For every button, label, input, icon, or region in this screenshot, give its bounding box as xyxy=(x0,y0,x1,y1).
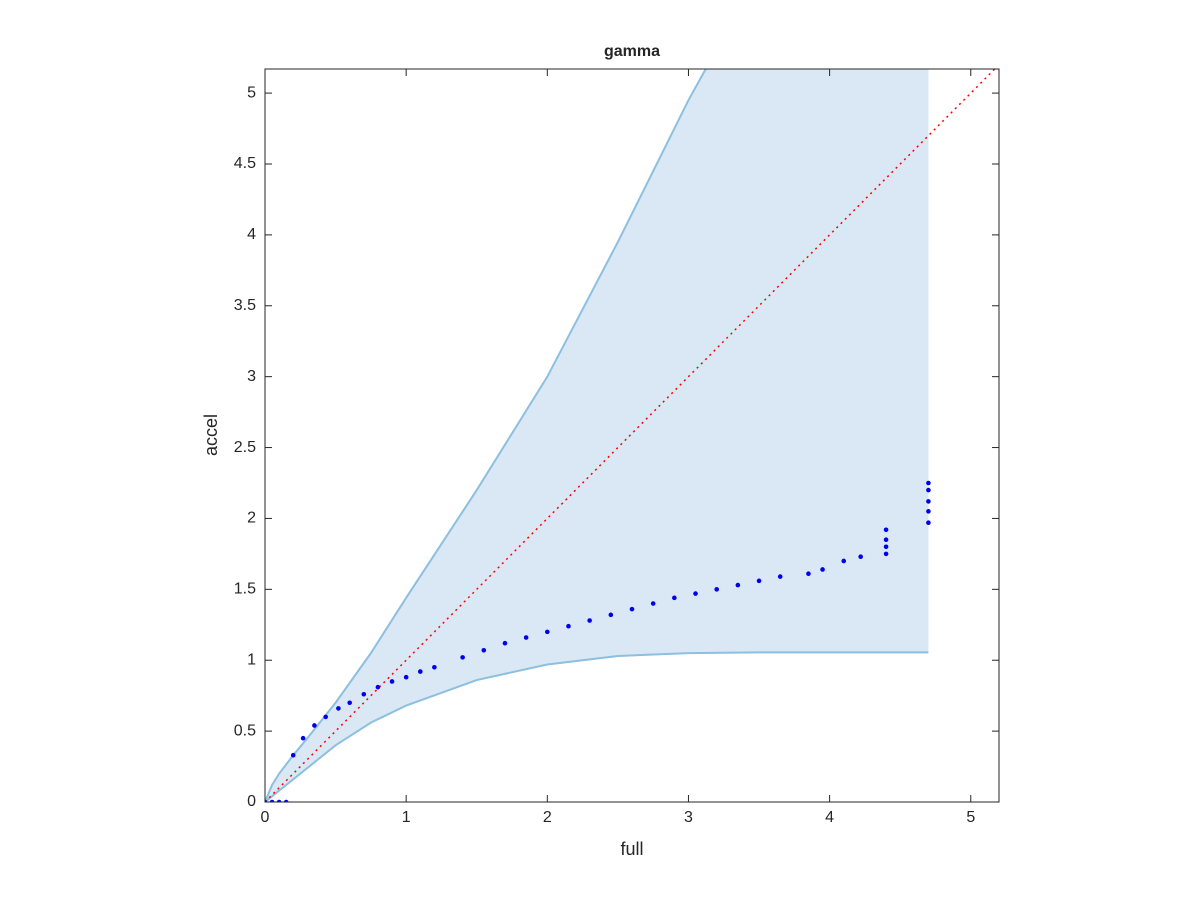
y-tick-label: 1.5 xyxy=(234,581,256,598)
scatter-point xyxy=(389,679,395,684)
y-axis-label: accel xyxy=(201,414,221,456)
scatter-point xyxy=(926,487,931,493)
y-tick-label: 0.5 xyxy=(234,722,256,739)
scatter-point xyxy=(883,551,889,557)
scatter-point xyxy=(883,544,889,550)
scatter-point xyxy=(375,684,381,690)
scatter-point xyxy=(926,509,931,514)
scatter-point xyxy=(756,578,762,584)
scatter-point xyxy=(566,623,571,629)
y-tick-label: 1 xyxy=(247,651,256,668)
band-fill xyxy=(265,69,929,802)
scatter-point xyxy=(841,558,847,564)
y-tick-label: 4.5 xyxy=(234,155,256,172)
scatter-point xyxy=(926,480,931,486)
scatter-point xyxy=(312,723,317,728)
scatter-point xyxy=(587,618,592,623)
axes-box xyxy=(264,68,1000,803)
x-axis-label: full xyxy=(620,839,643,859)
plot-area xyxy=(265,69,996,802)
scatter-point xyxy=(269,799,275,802)
scatter-point xyxy=(502,640,508,646)
scatter-point xyxy=(545,629,550,635)
scatter-point xyxy=(265,799,268,802)
chart-title: gamma xyxy=(604,43,660,60)
scatter-point xyxy=(777,574,783,579)
y-tick-label: 2 xyxy=(247,510,256,527)
scatter-point xyxy=(361,691,367,697)
scatter-point xyxy=(290,752,296,758)
scatter-point xyxy=(608,612,614,618)
scatter-point xyxy=(283,799,289,802)
scatter-point xyxy=(276,799,282,802)
scatter-point xyxy=(523,635,529,640)
x-tick-label: 0 xyxy=(261,809,270,826)
scatter-point xyxy=(926,499,931,504)
band-lower-edge xyxy=(265,651,929,802)
scatter-point xyxy=(883,527,889,533)
scatter-point xyxy=(650,601,656,606)
x-tick-label: 4 xyxy=(825,809,834,826)
y-tick-label: 3.5 xyxy=(234,297,256,314)
scatter-point xyxy=(820,567,825,572)
y-tick-label: 5 xyxy=(247,84,256,101)
scatter-point xyxy=(323,714,328,720)
y-tick-label: 3 xyxy=(247,368,256,385)
scatter-point xyxy=(417,669,423,674)
x-tick-label: 3 xyxy=(684,809,693,826)
scatter-point xyxy=(432,665,437,670)
y-tick-label: 2.5 xyxy=(234,439,256,456)
scatter-point xyxy=(693,591,698,596)
y-tick-label: 0 xyxy=(247,793,256,810)
scatter-point xyxy=(806,571,811,577)
scatter-point xyxy=(347,700,352,706)
x-tick-label: 1 xyxy=(402,809,411,826)
scatter-point xyxy=(629,606,635,612)
scatter-point xyxy=(735,582,741,588)
y-tick-label: 4 xyxy=(247,226,256,243)
band-upper-edge xyxy=(265,69,707,802)
scatter-point xyxy=(672,595,677,601)
scatter-point xyxy=(460,655,465,660)
x-tick-label: 5 xyxy=(966,809,975,826)
scatter-point xyxy=(714,587,719,592)
scatter-point xyxy=(403,674,409,680)
scatter-point xyxy=(858,554,863,560)
scatter-point xyxy=(481,647,487,653)
x-tick-label: 2 xyxy=(543,809,552,826)
scatter-point xyxy=(926,520,931,525)
scatter-point xyxy=(883,537,889,543)
scatter-point xyxy=(300,735,306,741)
scatter-point xyxy=(336,706,341,711)
